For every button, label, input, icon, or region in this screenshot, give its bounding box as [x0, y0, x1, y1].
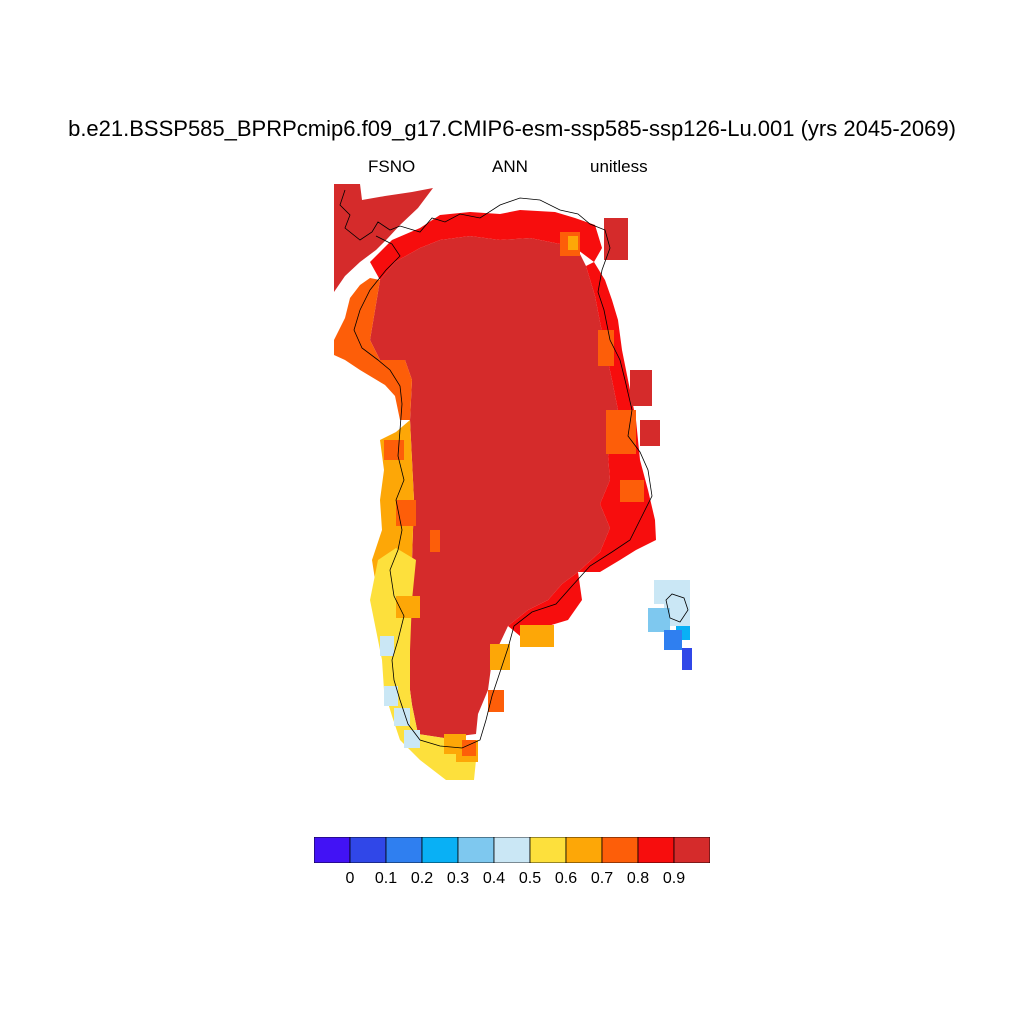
- colorbar-tick-label: 0.2: [410, 870, 434, 887]
- colorbar-swatch: [673, 836, 711, 864]
- east-coast-patch: [568, 236, 578, 250]
- colorbar-tick-label: 0.4: [482, 870, 506, 887]
- ice-sheet-interior: [370, 236, 618, 738]
- variable-label: FSNO: [368, 157, 416, 176]
- page-title: b.e21.BSSP585_BPRPcmip6.f09_g17.CMIP6-es…: [68, 116, 956, 141]
- colorbar-swatch: [349, 836, 387, 864]
- colorbar-swatch: [565, 836, 603, 864]
- colorbar-tick-label: 0.1: [374, 870, 398, 887]
- iceland-patch: [648, 608, 670, 632]
- iceland-patch: [664, 630, 682, 650]
- colorbar-swatch: [421, 836, 459, 864]
- colorbar-tick-label: 0.3: [446, 870, 470, 887]
- units-label: unitless: [590, 157, 648, 176]
- colorbar-svg: [313, 836, 711, 864]
- west-coast-patch: [396, 500, 416, 526]
- colorbar: [313, 836, 711, 864]
- east-coast-patch: [598, 330, 614, 366]
- east-coast-patch: [620, 480, 644, 502]
- southwest-patch: [384, 686, 398, 706]
- west-coast-band-upper: [334, 278, 412, 420]
- east-coast-patch: [630, 370, 652, 406]
- colorbar-tick-label: 0.9: [662, 870, 686, 887]
- southeast-coast-band: [508, 572, 582, 636]
- colorbar-tick-label: 0.5: [518, 870, 542, 887]
- colorbar-swatch: [601, 836, 639, 864]
- southeast-patch: [490, 644, 510, 670]
- west-coast-patch: [384, 440, 404, 460]
- east-coast-patch: [606, 410, 636, 454]
- colorbar-swatch: [457, 836, 495, 864]
- iceland-patch: [682, 648, 692, 670]
- southwest-patch: [394, 708, 410, 726]
- southwest-patch: [404, 730, 420, 748]
- south-tip-patch: [462, 740, 476, 756]
- north-coast-band: [370, 210, 602, 280]
- colorbar-tick-label: 0: [345, 870, 355, 887]
- colorbar-swatch: [529, 836, 567, 864]
- colorbar-swatch: [385, 836, 423, 864]
- southwest-patch: [380, 636, 394, 656]
- northwest-cap: [334, 184, 433, 292]
- coastline: [665, 593, 689, 623]
- colorbar-tick-label: 0.8: [626, 870, 650, 887]
- colorbar-labels: 0 0.1 0.2 0.3 0.4 0.5 0.6 0.7 0.8 0.9: [0, 870, 1024, 892]
- colorbar-tick-label: 0.6: [554, 870, 578, 887]
- season-label: ANN: [492, 157, 528, 176]
- west-coast-patch: [430, 530, 440, 552]
- colorbar-swatch: [637, 836, 675, 864]
- southeast-patch: [520, 625, 554, 647]
- east-coast-patch: [640, 420, 660, 446]
- colorbar-tick-label: 0.7: [590, 870, 614, 887]
- colorbar-swatch: [493, 836, 531, 864]
- coastline: [339, 189, 653, 749]
- colorbar-swatch: [313, 836, 351, 864]
